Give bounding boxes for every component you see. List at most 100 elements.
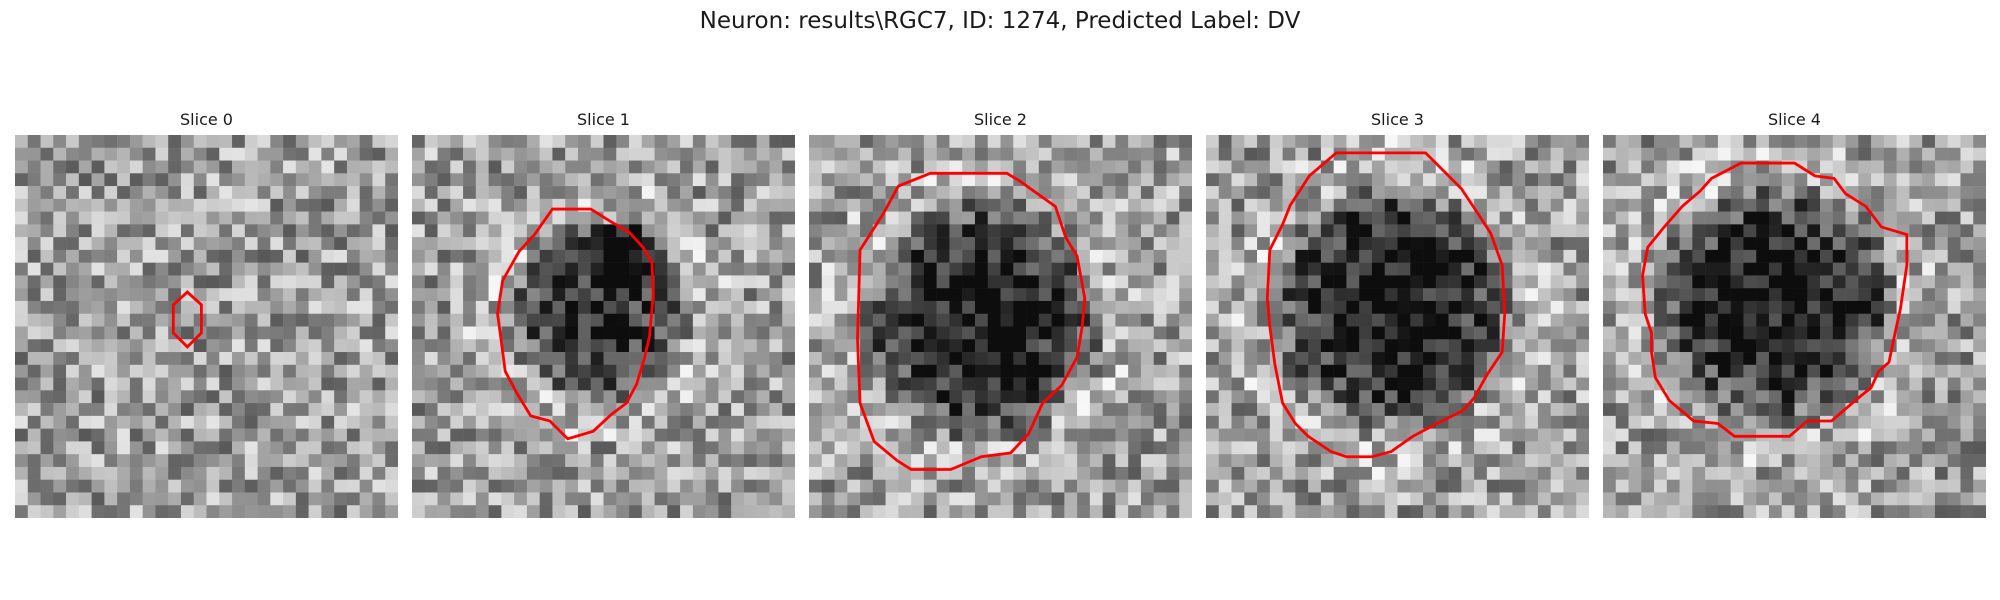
pixel — [1807, 505, 1821, 518]
pixel — [475, 352, 489, 366]
pixel — [1308, 415, 1322, 429]
pixel — [1038, 364, 1052, 378]
pixel — [1960, 186, 1974, 200]
pixel — [244, 160, 258, 174]
pixel — [756, 454, 770, 468]
pixel — [40, 211, 54, 225]
pixel — [1858, 454, 1872, 468]
pixel — [539, 466, 553, 480]
pixel — [667, 390, 681, 404]
pixel — [692, 300, 706, 314]
pixel — [1384, 352, 1398, 366]
pixel — [1537, 211, 1551, 225]
pixel — [705, 186, 719, 200]
pixel — [769, 275, 783, 289]
pixel — [1308, 313, 1322, 327]
pixel — [1537, 428, 1551, 442]
pixel — [1807, 135, 1821, 149]
pixel — [321, 479, 335, 493]
pixel — [1269, 186, 1283, 200]
pixel — [1666, 224, 1680, 238]
pixel — [1934, 364, 1948, 378]
pixel — [117, 326, 131, 340]
pixel — [1666, 505, 1680, 518]
pixel — [526, 339, 540, 353]
pixel — [168, 428, 182, 442]
pixel — [705, 428, 719, 442]
pixel — [1628, 173, 1642, 187]
pixel — [1206, 479, 1220, 493]
pixel — [782, 466, 795, 480]
pixel — [1692, 198, 1706, 212]
pixel — [1858, 364, 1872, 378]
pixel — [1603, 288, 1617, 302]
pixel — [1550, 492, 1564, 506]
pixel — [437, 313, 451, 327]
pixel — [1717, 173, 1731, 187]
pixel — [501, 313, 515, 327]
pixel — [1705, 147, 1719, 161]
pixel — [577, 313, 591, 327]
pixel — [616, 147, 630, 161]
pixel — [1077, 224, 1091, 238]
pixel — [539, 403, 553, 417]
pixel — [949, 466, 963, 480]
pixel — [168, 466, 182, 480]
pixel — [1807, 403, 1821, 417]
pixel — [1435, 313, 1449, 327]
pixel — [91, 505, 105, 518]
pixel — [463, 466, 477, 480]
pixel — [1794, 352, 1808, 366]
pixel — [1883, 173, 1897, 187]
pixel — [1807, 466, 1821, 480]
pixel — [1563, 326, 1577, 340]
pixel — [1333, 466, 1347, 480]
pixel — [27, 466, 41, 480]
pixel — [219, 147, 233, 161]
pixel — [1922, 479, 1936, 493]
pixel — [142, 454, 156, 468]
pixel — [295, 441, 309, 455]
pixel — [104, 237, 118, 251]
pixel — [1384, 428, 1398, 442]
pixel — [450, 326, 464, 340]
pixel — [667, 224, 681, 238]
pixel — [1000, 339, 1014, 353]
pixel — [1947, 275, 1961, 289]
pixel — [1947, 454, 1961, 468]
pixel — [1346, 135, 1360, 149]
pixel — [680, 403, 694, 417]
pixel — [1794, 224, 1808, 238]
pixel — [1909, 466, 1923, 480]
pixel — [1115, 479, 1129, 493]
pixel — [283, 390, 297, 404]
pixel — [412, 198, 426, 212]
pixel — [1832, 313, 1846, 327]
pixel — [936, 147, 950, 161]
pixel — [1308, 275, 1322, 289]
pixel — [769, 352, 783, 366]
pixel — [936, 364, 950, 378]
pixel — [1692, 492, 1706, 506]
pixel — [1537, 403, 1551, 417]
pixel — [385, 403, 398, 417]
pixel — [1615, 249, 1629, 263]
pixel — [1153, 492, 1167, 506]
pixel — [437, 288, 451, 302]
pixel — [526, 352, 540, 366]
pixel — [1423, 173, 1437, 187]
pixel — [219, 415, 233, 429]
pixel — [1461, 135, 1475, 149]
pixel — [705, 479, 719, 493]
pixel — [501, 339, 515, 353]
pixel — [1000, 237, 1014, 251]
pixel — [1563, 186, 1577, 200]
pixel — [27, 186, 41, 200]
pixel — [1179, 505, 1192, 518]
pixel — [872, 466, 886, 480]
pixel — [898, 352, 912, 366]
pixel — [180, 135, 194, 149]
pixel — [1295, 211, 1309, 225]
pixel — [1359, 505, 1373, 518]
pixel — [654, 441, 668, 455]
